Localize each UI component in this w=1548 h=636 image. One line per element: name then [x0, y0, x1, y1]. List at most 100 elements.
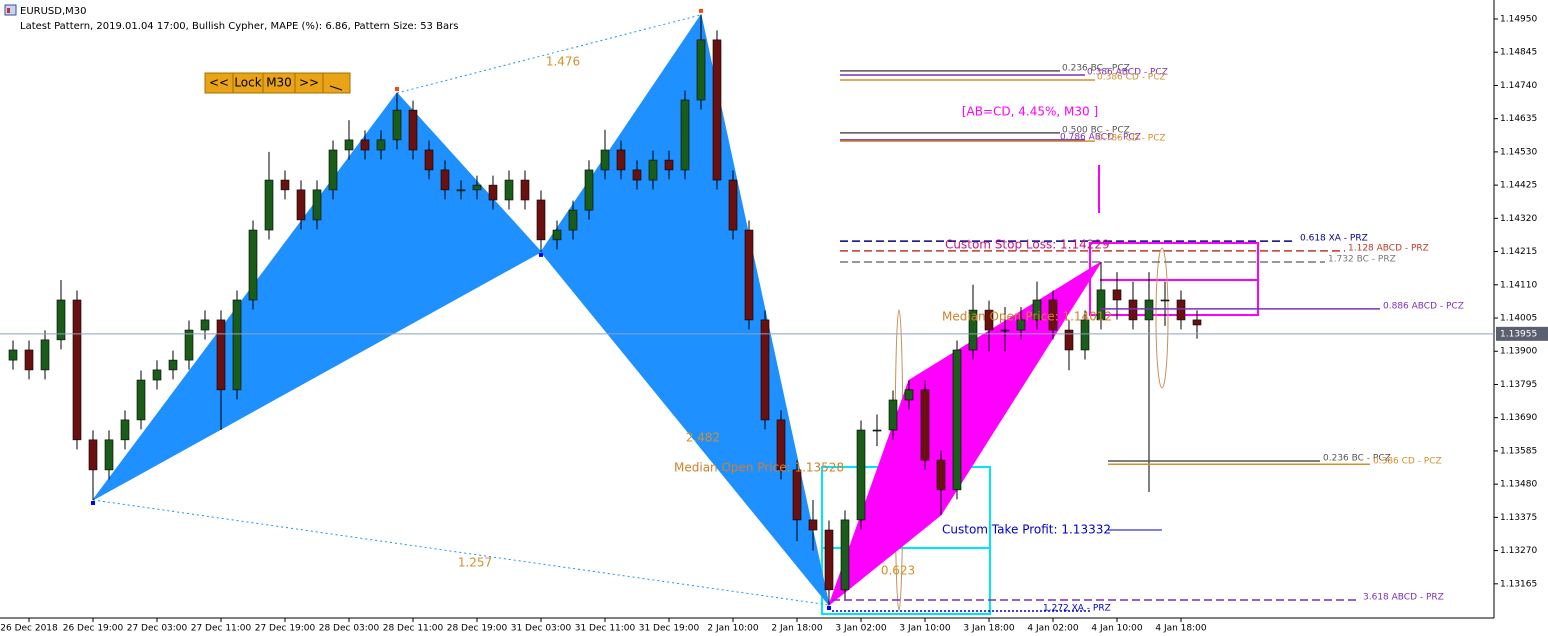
x-tick-label: 2 Jan 18:00	[771, 624, 823, 634]
candle-body	[72, 299, 82, 441]
y-tick-label: 1.14110	[1500, 280, 1537, 290]
candle-body	[840, 519, 850, 591]
candle-body	[216, 319, 226, 391]
candle-body	[264, 179, 274, 231]
candle-body	[88, 439, 98, 471]
pattern-info: Latest Pattern, 2019.01.04 17:00, Bullis…	[20, 21, 458, 32]
level-label: 3.618 ABCD - PRZ	[1363, 592, 1444, 602]
level-label: 0.236 BC - PCZ	[1062, 63, 1130, 73]
candle-body	[328, 149, 338, 191]
take-profit-label: Custom Take Profit: 1.13332	[942, 523, 1111, 537]
pattern-leg	[396, 14, 702, 94]
candle-body	[696, 39, 706, 101]
candle-body	[56, 299, 66, 341]
candle-body	[904, 389, 914, 401]
y-tick-label: 1.13900	[1500, 347, 1537, 357]
level-label: 0.500 BC - PCZ	[1062, 125, 1130, 135]
candle-body	[104, 439, 114, 471]
x-tick-label: 26 Dec 19:00	[63, 624, 124, 634]
candle-body	[952, 349, 962, 491]
y-tick-label: 1.13165	[1500, 579, 1537, 589]
candle-body	[232, 299, 242, 391]
candle-body	[680, 99, 690, 171]
candle-body	[424, 149, 434, 171]
candle-body	[184, 329, 194, 361]
candle-body	[24, 349, 34, 371]
level-label: 1.272 XA - PRZ	[1043, 604, 1111, 614]
candle-body	[360, 139, 370, 151]
y-tick-label: 1.13690	[1500, 413, 1537, 423]
candle-body	[728, 179, 738, 231]
x-tick-label: 3 Jan 18:00	[963, 624, 1015, 634]
candle-body	[872, 429, 882, 432]
y-tick-label: 1.14005	[1500, 314, 1537, 324]
candle-body	[1000, 329, 1010, 332]
median-open-label: Median Open Price: 1.14012	[942, 310, 1112, 324]
pattern-point	[699, 8, 703, 13]
candle-body	[552, 229, 562, 241]
pattern-point	[539, 252, 543, 257]
candle-body	[40, 339, 50, 371]
level-label: 0.786 CD - PCZ	[1097, 134, 1166, 144]
candle-body	[1064, 329, 1074, 351]
button-label[interactable]: Lock	[234, 76, 261, 90]
current-price-label: 1.13955	[1500, 329, 1537, 339]
x-tick-label: 28 Dec 03:00	[319, 624, 380, 634]
stop-loss-label: Custom Stop Loss: 1.14229	[945, 238, 1110, 252]
level-label: 0.236 BC - PCZ	[1323, 454, 1391, 464]
candle-body	[344, 139, 354, 151]
toolbar: << Lock M30 >>	[204, 72, 351, 94]
candle-body	[664, 159, 674, 171]
close-icon[interactable]	[329, 85, 343, 91]
y-tick-label: 1.14425	[1500, 181, 1537, 191]
y-tick-label: 1.14845	[1500, 48, 1537, 58]
candle-body	[504, 179, 514, 201]
button-label[interactable]: <<	[209, 76, 229, 90]
candle-body	[968, 309, 978, 351]
candle-body	[168, 359, 178, 371]
candle-body	[712, 39, 722, 181]
x-tick-label: 28 Dec 19:00	[447, 624, 508, 634]
x-tick-label: 26 Dec 2018	[0, 624, 58, 634]
candle-body	[376, 139, 386, 151]
pattern-point	[395, 87, 399, 92]
y-tick-label: 1.14635	[1500, 114, 1537, 124]
candle-body	[280, 179, 290, 191]
candle-body	[200, 319, 210, 331]
x-tick-label: 27 Dec 03:00	[127, 624, 188, 634]
candle-body	[824, 529, 834, 591]
current-price-box	[1496, 326, 1548, 341]
button[interactable]	[322, 72, 351, 94]
candle-body	[488, 184, 498, 201]
button-label[interactable]: M30	[266, 76, 292, 90]
candle-body	[296, 189, 306, 221]
y-tick-label: 1.14215	[1500, 247, 1537, 257]
candle-body	[760, 319, 770, 421]
x-tick-label: 27 Dec 19:00	[255, 624, 316, 634]
candle-body	[984, 309, 994, 331]
pattern-tag: [AB=CD, 4.45%, M30 ]	[962, 105, 1098, 119]
x-tick-label: 3 Jan 10:00	[899, 624, 951, 634]
y-tick-label: 1.13375	[1500, 513, 1537, 523]
candle-body	[1032, 299, 1042, 321]
candle-body	[584, 169, 594, 211]
candle-body	[1016, 319, 1026, 331]
y-tick-label: 1.14740	[1500, 81, 1537, 91]
x-tick-label: 4 Jan 02:00	[1027, 624, 1079, 634]
candle-body	[1176, 299, 1186, 321]
button-label[interactable]: >>	[299, 76, 319, 90]
candle-body	[808, 519, 818, 531]
level-label: 1.732 BC - PRZ	[1328, 255, 1396, 265]
pattern-leg	[92, 499, 830, 606]
pattern-point	[827, 606, 831, 611]
ratio-label: 1.257	[458, 556, 492, 570]
pattern-triangle	[92, 92, 542, 501]
candle-body	[536, 199, 546, 241]
candle-body	[920, 389, 930, 461]
symbol: EURUSD,M30	[20, 6, 86, 17]
candle-body	[568, 209, 578, 231]
y-tick-label: 1.13480	[1500, 480, 1537, 490]
pattern-triangle	[540, 13, 830, 606]
candle-body	[392, 109, 402, 141]
y-tick-label: 1.13795	[1500, 380, 1537, 390]
